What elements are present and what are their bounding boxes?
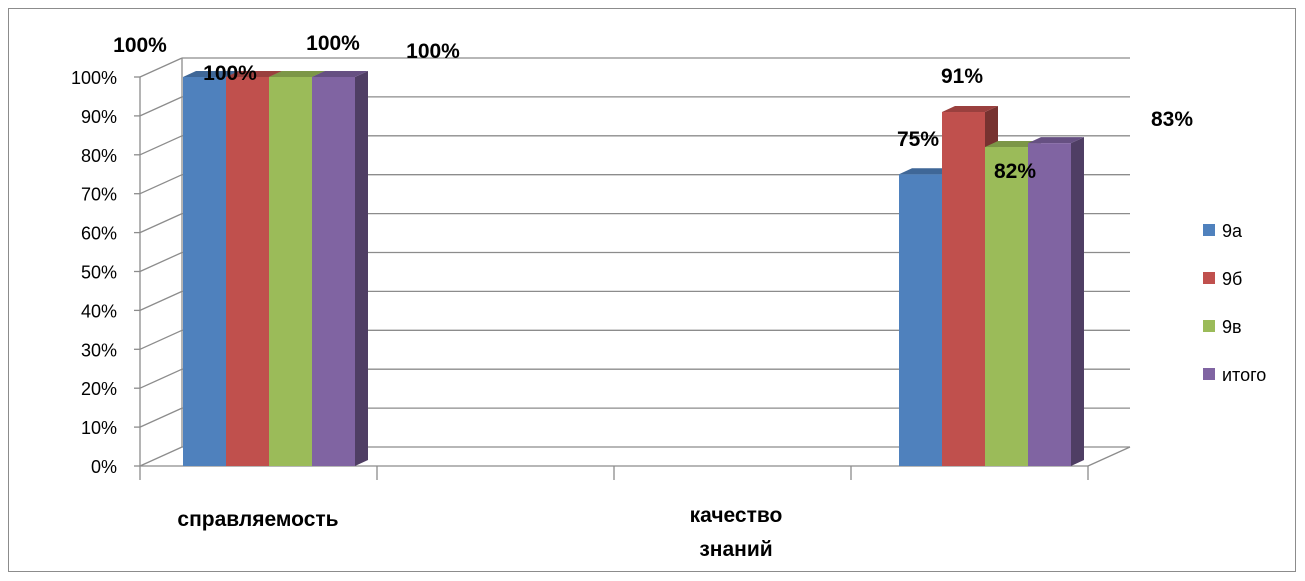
bar-top-9в <box>269 71 325 77</box>
data-label: 83% <box>1151 108 1193 131</box>
category-label: знаний <box>699 538 772 561</box>
side-gridline <box>139 407 183 428</box>
side-gridline <box>139 213 183 234</box>
bar-top-9б <box>226 71 282 77</box>
y-tick-label: 20% <box>81 379 117 399</box>
data-label: 82% <box>994 160 1036 183</box>
y-tick-label: 30% <box>81 340 117 360</box>
category-label: справляемость <box>177 508 338 531</box>
side-gridline <box>139 96 183 117</box>
bar-top-9а <box>183 71 239 77</box>
bar-top-итого <box>312 71 368 77</box>
bar-9б <box>942 112 985 466</box>
bar-top-9а <box>899 168 955 175</box>
bar-итого <box>1028 143 1071 466</box>
data-label: 100% <box>406 40 460 63</box>
legend-label: 9в <box>1222 317 1242 337</box>
bar-9б <box>226 77 269 466</box>
bar-side-итого <box>1071 137 1084 466</box>
side-gridline <box>139 57 183 78</box>
bar-9а <box>183 77 226 466</box>
y-tick-label: 0% <box>91 457 117 477</box>
legend-label: 9б <box>1222 269 1242 289</box>
data-label: 91% <box>941 65 983 88</box>
side-gridline <box>139 368 183 389</box>
side-gridline <box>139 446 183 467</box>
legend-label: итого <box>1222 365 1266 385</box>
data-label: 100% <box>113 34 167 57</box>
floor-side-edge <box>1087 446 1131 467</box>
bar-top-9б <box>942 106 998 113</box>
y-tick-label: 70% <box>81 185 117 205</box>
data-label: 100% <box>203 62 257 85</box>
side-gridline <box>139 251 183 273</box>
legend-swatch <box>1203 368 1215 380</box>
legend-swatch <box>1203 272 1215 284</box>
bar-side-итого <box>355 71 368 466</box>
side-gridline <box>139 135 183 156</box>
legend-swatch <box>1203 224 1215 236</box>
legend-label: 9а <box>1222 221 1243 241</box>
bar-итого <box>312 77 355 466</box>
data-label: 100% <box>306 32 360 55</box>
bar-top-итого <box>1028 137 1084 144</box>
bar-top-9в <box>985 141 1041 148</box>
y-tick-label: 90% <box>81 107 117 127</box>
legend-swatch <box>1203 320 1215 332</box>
side-gridline <box>139 174 183 195</box>
y-tick-label: 50% <box>81 263 117 283</box>
category-label: качество <box>690 504 783 527</box>
data-label: 75% <box>897 128 939 151</box>
bar-9в <box>269 77 312 466</box>
side-gridline <box>139 329 183 350</box>
y-tick-label: 10% <box>81 418 117 438</box>
y-tick-label: 100% <box>71 68 117 88</box>
bars <box>183 71 1084 466</box>
side-gridline <box>139 290 183 311</box>
y-tick-label: 60% <box>81 224 117 244</box>
y-tick-label: 40% <box>81 301 117 321</box>
legend: 9а 9б 9в итого <box>1203 221 1266 385</box>
y-tick-label: 80% <box>81 146 117 166</box>
bar-9а <box>899 174 942 466</box>
bar-9в <box>985 147 1028 466</box>
